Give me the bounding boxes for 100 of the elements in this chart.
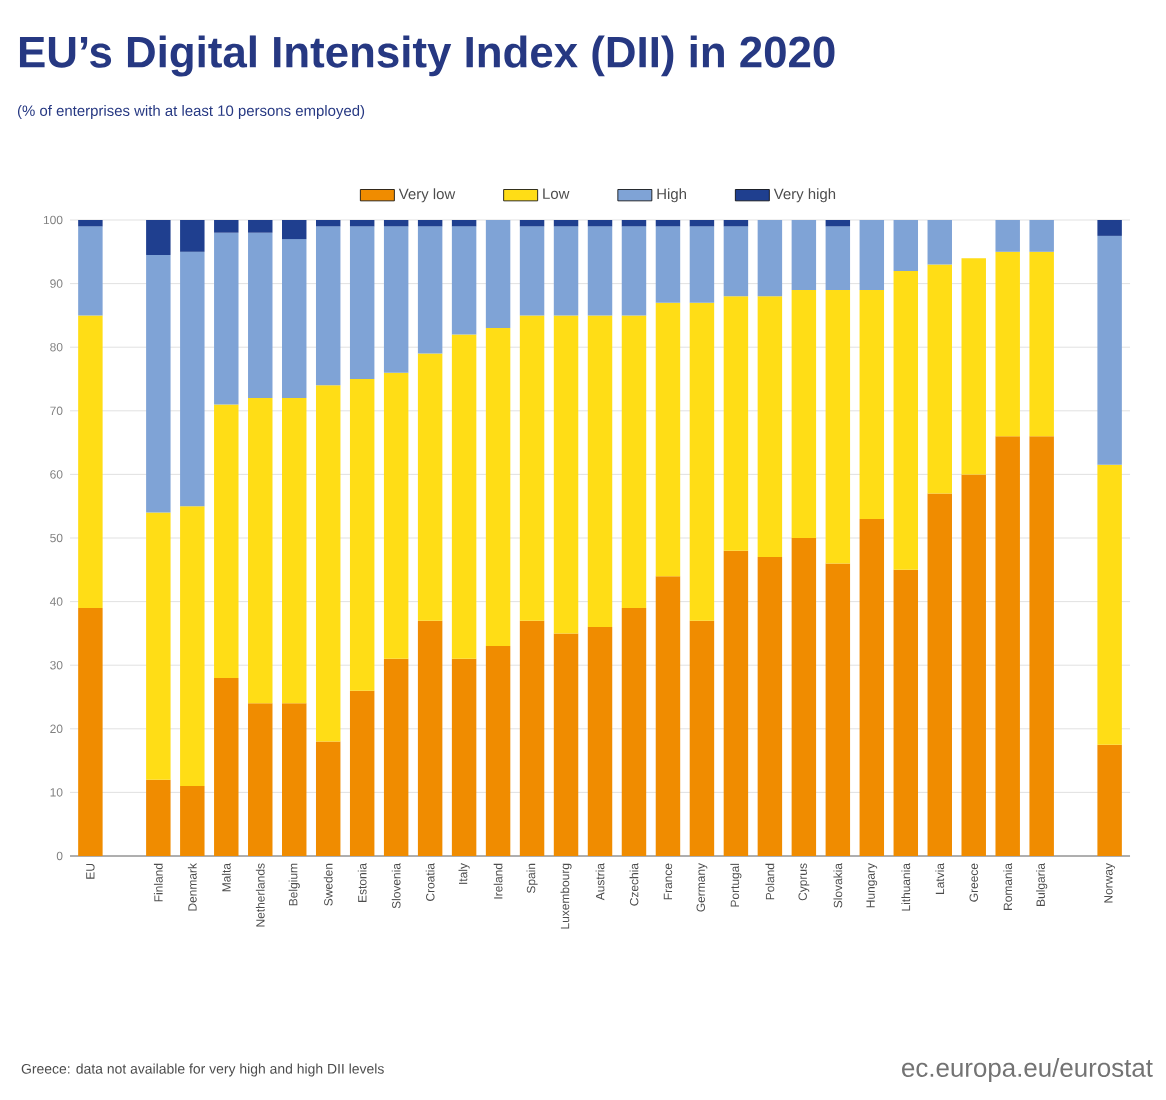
bar — [995, 436, 1020, 856]
bar — [587, 219, 613, 227]
bar — [553, 633, 579, 856]
bar — [78, 219, 103, 227]
bar — [519, 219, 545, 227]
bar — [893, 219, 919, 271]
bar — [383, 219, 409, 227]
bar — [757, 219, 783, 297]
bar — [587, 226, 613, 316]
bar — [78, 607, 103, 856]
bar — [78, 226, 103, 316]
bar — [757, 296, 783, 558]
bar — [1029, 436, 1054, 856]
bar — [349, 226, 375, 379]
bar — [825, 226, 851, 290]
bar — [893, 270, 919, 570]
bar — [417, 353, 443, 621]
bar — [1097, 744, 1122, 856]
bar — [180, 506, 205, 787]
bar — [485, 219, 511, 329]
bar — [383, 226, 409, 373]
bar — [961, 474, 986, 856]
bar — [248, 703, 273, 856]
bar — [825, 563, 851, 856]
bar — [282, 219, 307, 240]
bar — [791, 289, 817, 538]
bar — [791, 538, 817, 856]
bar — [621, 315, 647, 608]
bar — [315, 219, 341, 227]
bar — [1097, 219, 1122, 236]
bar — [282, 239, 307, 399]
bar — [621, 607, 647, 856]
bar — [146, 254, 171, 513]
bar — [689, 226, 715, 303]
bar — [248, 219, 273, 233]
bar — [383, 658, 409, 856]
bar — [825, 219, 851, 227]
bar — [961, 258, 986, 475]
bar — [587, 315, 613, 628]
bar — [214, 404, 239, 678]
bar — [825, 289, 851, 564]
bar — [655, 302, 681, 577]
bar — [1097, 464, 1122, 745]
bar — [349, 690, 375, 856]
bar — [451, 334, 477, 659]
bar — [146, 512, 171, 780]
bar — [859, 518, 885, 856]
bar — [927, 219, 952, 265]
bar — [723, 296, 749, 551]
bar — [553, 219, 579, 227]
bar — [1029, 251, 1054, 437]
bar — [621, 219, 647, 227]
bar — [689, 219, 715, 227]
bar — [859, 289, 885, 519]
bar — [655, 219, 681, 227]
bar — [621, 226, 647, 316]
bar — [180, 219, 205, 252]
bar — [78, 315, 103, 608]
bar — [248, 232, 273, 399]
bar — [349, 219, 375, 227]
bar — [519, 620, 545, 856]
bar — [723, 219, 749, 227]
bar — [383, 372, 409, 659]
bar — [519, 315, 545, 621]
bar — [723, 226, 749, 297]
bar — [791, 219, 817, 290]
bar — [315, 226, 341, 386]
bar — [1097, 235, 1122, 465]
bar — [180, 786, 205, 856]
bar — [315, 385, 341, 742]
bar — [519, 226, 545, 316]
bar — [927, 493, 952, 856]
bar — [689, 620, 715, 856]
bar — [485, 646, 511, 856]
bar — [214, 232, 239, 405]
bar — [723, 550, 749, 856]
bar — [655, 226, 681, 303]
bar — [180, 251, 205, 507]
bar — [927, 264, 952, 494]
text: ec.europa.eu/eurostat — [902, 1057, 1153, 1083]
bar — [417, 226, 443, 354]
bar — [689, 302, 715, 621]
bar — [349, 378, 375, 691]
bar — [995, 219, 1020, 252]
bar — [451, 658, 477, 856]
bar — [146, 219, 171, 255]
bar — [1029, 219, 1054, 252]
bar — [995, 251, 1020, 437]
bar — [417, 219, 443, 227]
bar — [553, 226, 579, 316]
bar — [451, 226, 477, 335]
bar — [451, 219, 477, 227]
bar — [248, 398, 273, 704]
bar — [214, 219, 239, 233]
bar — [553, 315, 579, 634]
bar — [893, 569, 919, 856]
bar — [417, 620, 443, 856]
chart-title: EU’s Digital Intensity Index (DII) in 2020 — [19, 35, 835, 77]
bar — [315, 741, 341, 856]
bar — [282, 703, 307, 856]
